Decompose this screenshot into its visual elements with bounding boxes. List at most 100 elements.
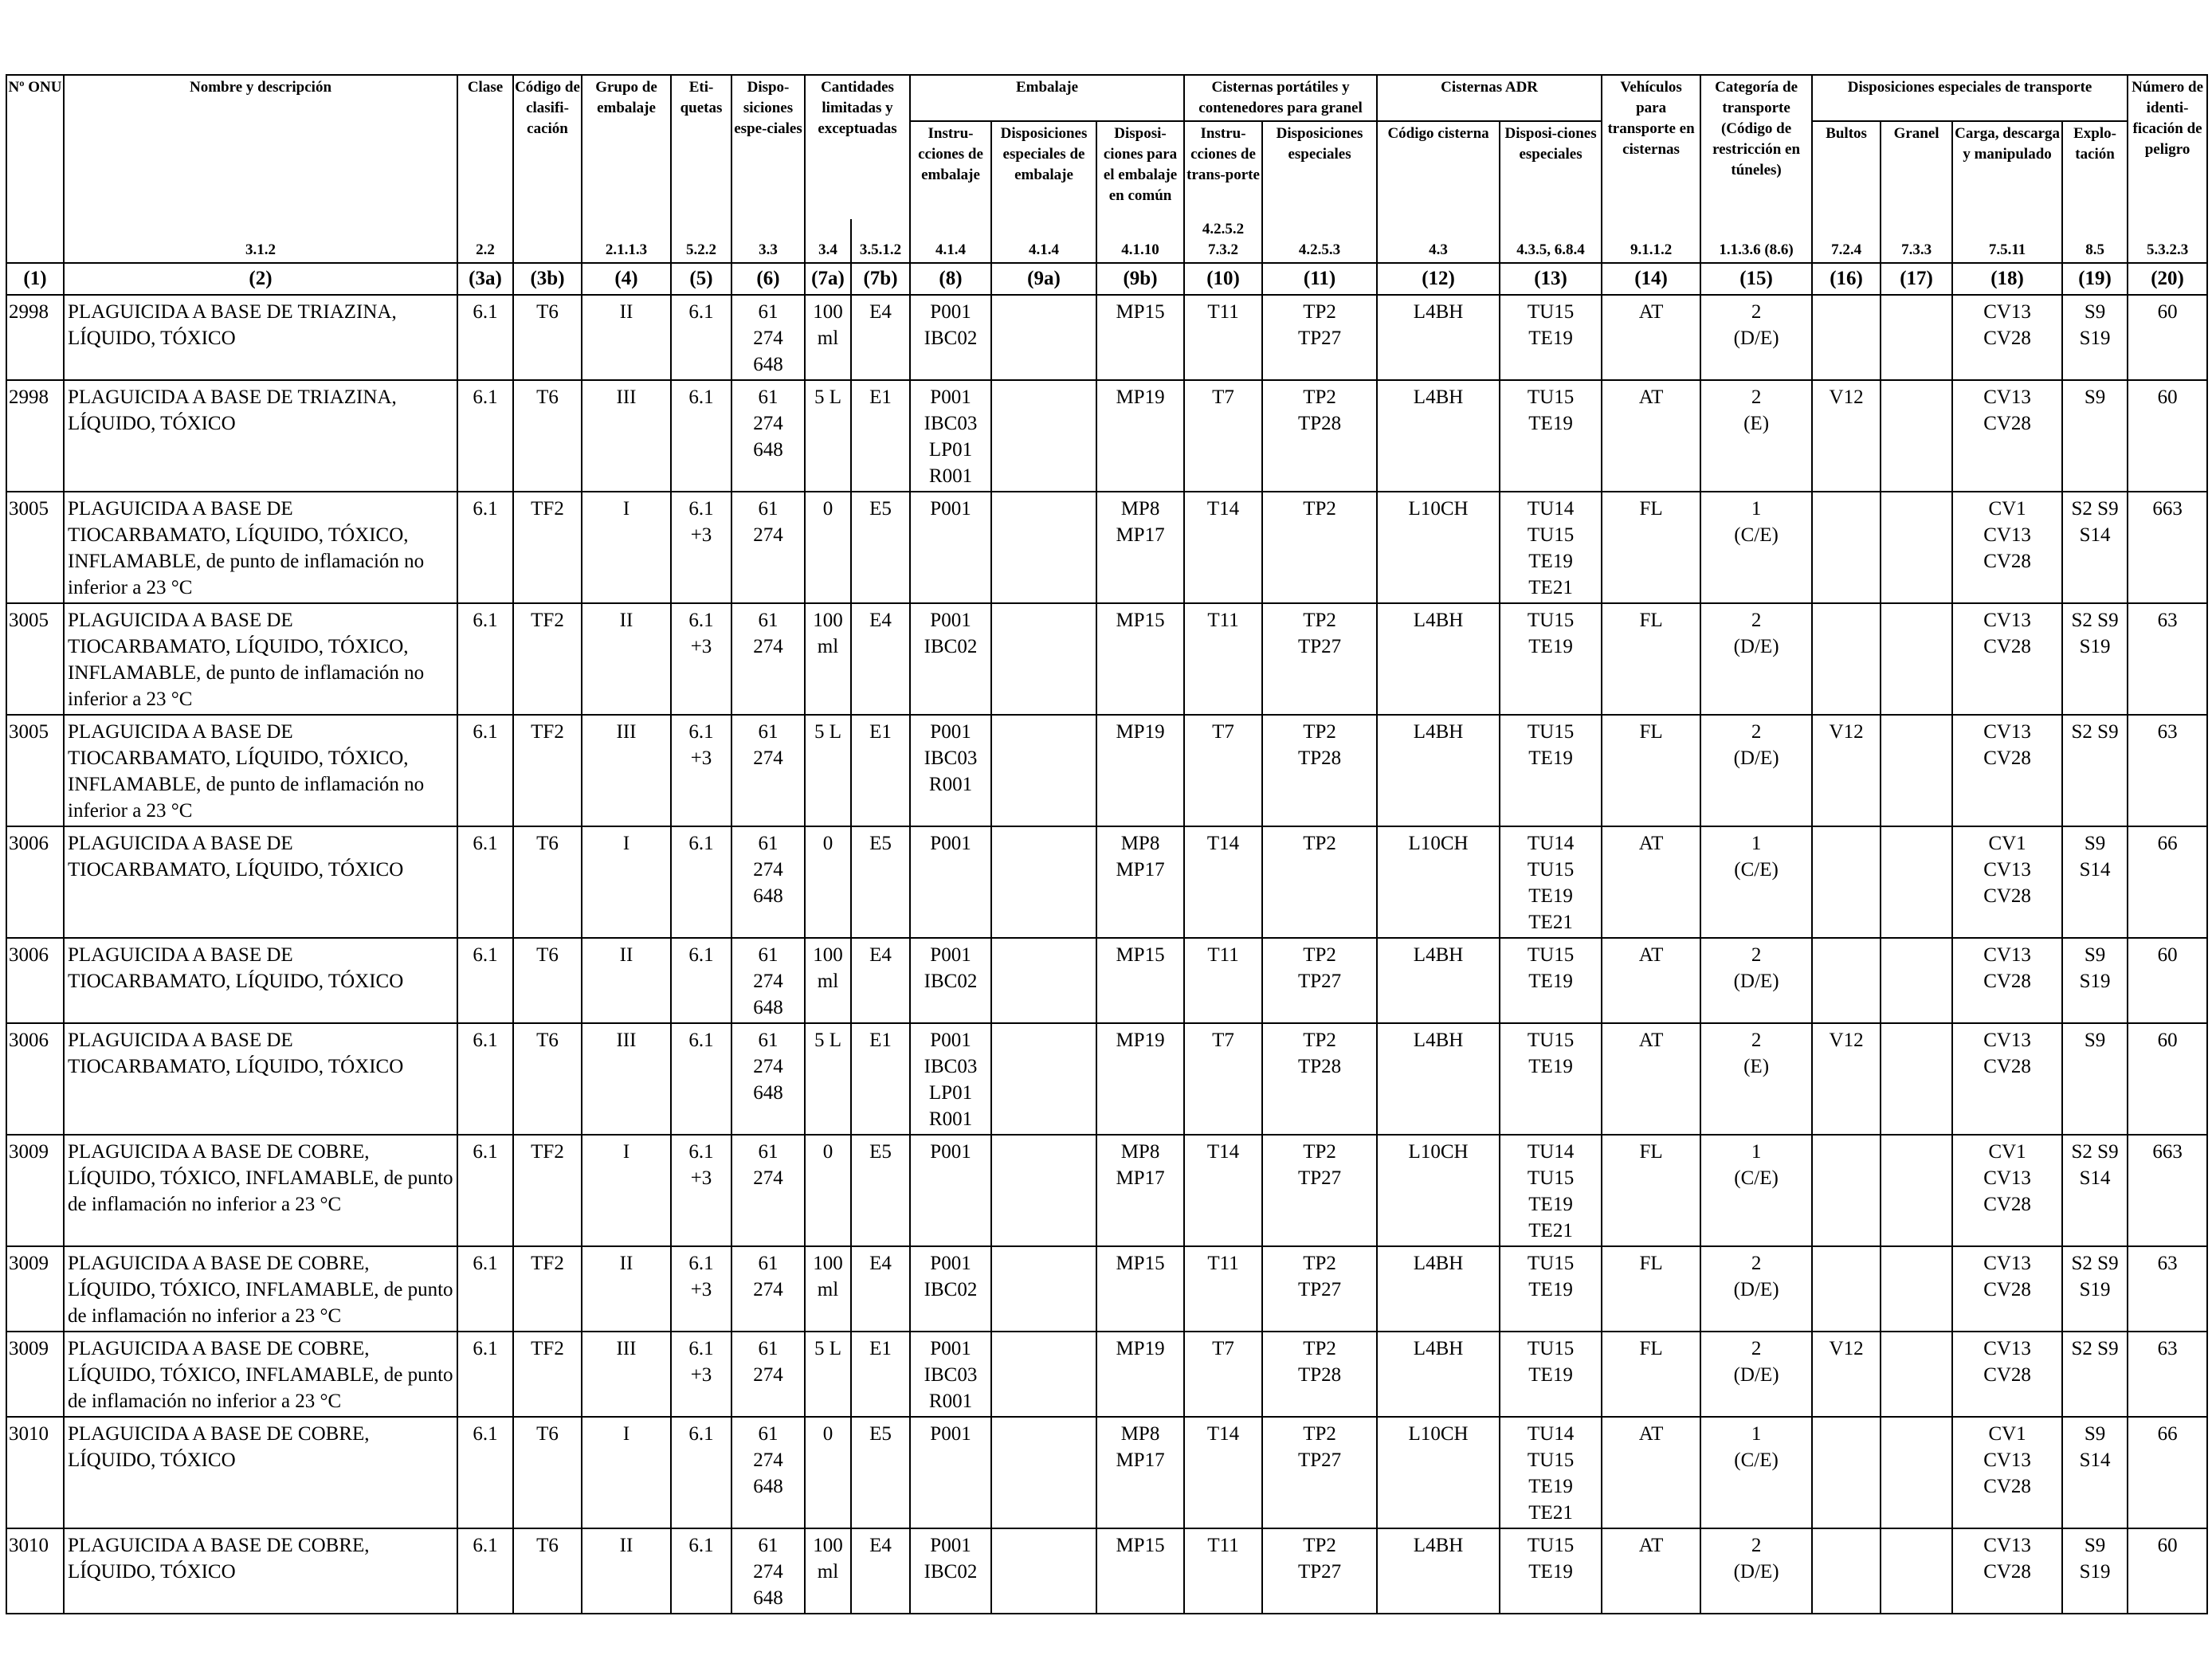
cell-line: ml — [817, 328, 839, 349]
cell-transport-category: 2 (D/E) — [1700, 1245, 1814, 1332]
cell-line: TP27 — [1297, 1561, 1342, 1583]
cell-line: 61 — [758, 833, 779, 854]
cell-excepted-quantity: E5 — [850, 491, 911, 604]
cell-limited-quantity: 5 L — [804, 379, 852, 492]
cell-operation: S9 — [2061, 1022, 2129, 1136]
cell-line: TE19 — [1528, 1364, 1573, 1386]
subheader-5: Código cisterna — [1376, 120, 1501, 219]
cell-line: MP17 — [1116, 524, 1165, 546]
cell-line: MP19 — [1116, 1030, 1165, 1051]
cell-labels: 6.1 — [670, 826, 732, 939]
cell-operation: S2 S9 S19 — [2061, 1245, 2129, 1332]
cell-line: TP27 — [1297, 328, 1342, 349]
cell-loading-unloading: CV13 CV28 — [1951, 1331, 2064, 1418]
cell-line: +3 — [690, 636, 712, 657]
header-ref-17: 1.1.3.6 (8.6) — [1700, 219, 1814, 264]
header-ref-10: 4.1.4 — [990, 219, 1097, 264]
cell-line: P001 — [930, 1141, 971, 1163]
cell-packing-group: I — [581, 491, 672, 604]
cell-line: 2 — [1751, 1535, 1762, 1556]
cell-onu-number: 3005 — [6, 714, 65, 827]
cell-line: 100 — [813, 944, 843, 966]
cell-line: 648 — [753, 1082, 783, 1104]
subheader-7: Bultos — [1811, 120, 1882, 219]
cell-line: ml — [817, 1561, 839, 1583]
header-ref-20: 7.5.11 — [1951, 219, 2064, 264]
cell-line: 274 — [753, 1056, 783, 1077]
cell-line: 6.1 — [688, 610, 714, 631]
cell-class: 6.1 — [457, 294, 514, 381]
cell-labels: 6.1 — [670, 1022, 732, 1136]
cell-line: TU15 — [1527, 610, 1575, 631]
cell-packing-group: III — [581, 714, 672, 827]
cell-bulk — [1880, 491, 1954, 604]
cell-excepted-quantity: E4 — [850, 1245, 911, 1332]
column-number-2: (3a) — [457, 262, 514, 296]
cell-line: R001 — [928, 1108, 973, 1130]
cell-line: 0 — [822, 833, 833, 854]
cell-line: CV28 — [1983, 747, 2031, 769]
cell-line: 274 — [753, 1364, 783, 1386]
cell-class: 6.1 — [457, 491, 514, 604]
cell-line: TE19 — [1528, 1561, 1573, 1583]
cell-line: 2 — [1751, 301, 1762, 323]
cell-tank-code: L4BH — [1376, 602, 1501, 716]
cell-packing-instructions: P001 IBC02 — [909, 1528, 992, 1614]
cell-line: 1 — [1751, 1141, 1762, 1163]
cell-line: 274 — [753, 1561, 783, 1583]
cell-classification-code: TF2 — [512, 1134, 582, 1247]
cell-line: TE19 — [1528, 971, 1573, 992]
cell-name-description: PLAGUICIDA A BASE DE TRIAZINA, LÍQUIDO, … — [63, 294, 458, 381]
cell-portable-tank-special-provisions: TP2 TP27 — [1261, 937, 1379, 1024]
cell-line: TU15 — [1527, 1535, 1575, 1556]
cell-line: 274 — [753, 413, 783, 434]
cell-onu-number: 2998 — [6, 379, 65, 492]
cell-transport-category: 2 (D/E) — [1700, 1528, 1814, 1614]
cell-portable-tank-instructions: T7 — [1183, 714, 1264, 827]
cell-labels: 6.1 +3 — [670, 1134, 732, 1247]
subheader-2: Disposi-ciones para el embalaje en común — [1095, 120, 1186, 219]
cell-special-provisions: 61 274 — [731, 1245, 806, 1332]
cell-portable-tank-instructions: T7 — [1183, 1022, 1264, 1136]
cell-line: CV28 — [1983, 885, 2031, 907]
cell-operation: S9 S19 — [2061, 294, 2129, 381]
cell-line: 61 — [758, 1253, 779, 1274]
cell-line: IBC02 — [924, 636, 978, 657]
cell-line: TP2 — [1303, 1423, 1336, 1445]
cell-limited-quantity: 5 L — [804, 1331, 852, 1418]
cell-line: TP2 — [1303, 1030, 1336, 1051]
cell-onu-number: 3006 — [6, 826, 65, 939]
cell-special-packing-provisions — [990, 294, 1097, 381]
cell-line: 648 — [753, 1476, 783, 1497]
cell-labels: 6.1 +3 — [670, 1331, 732, 1418]
column-number-3: (3b) — [512, 262, 582, 296]
cell-excepted-quantity: E5 — [850, 1134, 911, 1247]
column-number-5: (5) — [670, 262, 732, 296]
cell-hazard-number: 60 — [2127, 1022, 2209, 1136]
cell-tank-code: L10CH — [1376, 491, 1501, 604]
cell-special-provisions: 61 274 648 — [731, 826, 806, 939]
column-number-12: (10) — [1183, 262, 1264, 296]
cell-line: P001 — [930, 721, 971, 743]
cell-name-description: PLAGUICIDA A BASE DE TIOCARBAMATO, LÍQUI… — [63, 602, 458, 716]
cell-line: S9 — [2084, 1030, 2106, 1051]
cell-line: MP19 — [1116, 721, 1165, 743]
cell-line: 6.1 — [688, 301, 714, 323]
cell-classification-code: TF2 — [512, 491, 582, 604]
cell-packing-group: I — [581, 1134, 672, 1247]
cell-hazard-number: 63 — [2127, 1331, 2209, 1418]
cell-line: (C/E) — [1734, 524, 1779, 546]
cell-operation: S2 S9 — [2061, 714, 2129, 827]
cell-line: T11 — [1207, 944, 1239, 966]
subheader-10: Explo-tación — [2061, 120, 2129, 219]
cell-line: CV13 — [1983, 944, 2031, 966]
header-codigo: Código de clasifi-cación — [512, 74, 582, 219]
cell-loading-unloading: CV1 CV13 CV28 — [1951, 491, 2064, 604]
cell-adr-tank-special-provisions: TU15 TE19 — [1499, 379, 1603, 492]
header-name: Nombre y descripción — [63, 74, 458, 219]
cell-onu-number: 3006 — [6, 1022, 65, 1136]
cell-line: MP17 — [1116, 1167, 1165, 1189]
column-number-13: (11) — [1261, 262, 1379, 296]
cell-excepted-quantity: E4 — [850, 602, 911, 716]
header-reference-row: 3.1.2 2.2 2.1.1.3 5.2.2 3.3 3.4 3.5.1.2 4.1.4 4.… — [6, 219, 2209, 264]
